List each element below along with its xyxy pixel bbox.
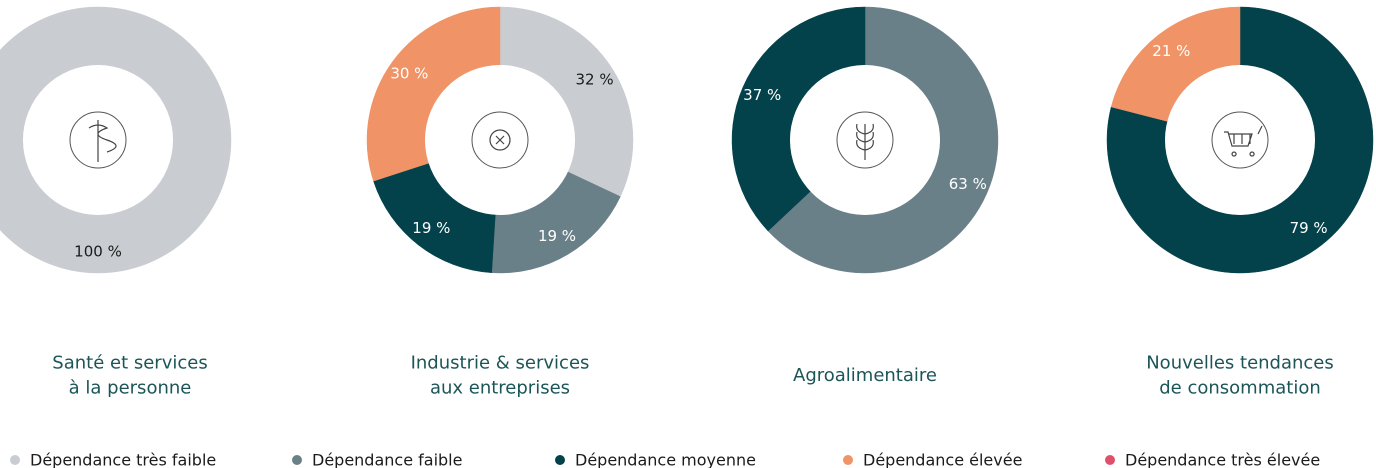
icon (1224, 125, 1263, 157)
data-label: 37 % (743, 86, 781, 104)
data-label: 79 % (1290, 219, 1328, 237)
center-disc (1165, 65, 1315, 215)
legend-swatch (10, 455, 20, 465)
data-label: 32 % (576, 70, 614, 88)
data-label: 100 % (74, 243, 122, 261)
legend-label: Dépendance moyenne (575, 451, 756, 468)
legend-swatch (1105, 455, 1115, 465)
chart-title: de consommation (1159, 378, 1321, 399)
data-label: 21 % (1152, 42, 1190, 60)
icon-ring (1211, 111, 1269, 169)
icon (489, 129, 511, 151)
chart-title: Santé et services (52, 353, 207, 374)
data-label: 19 % (538, 227, 576, 245)
legend-label: Dépendance très faible (30, 451, 216, 468)
icon (88, 120, 117, 162)
icon (856, 123, 874, 160)
legend-label: Dépendance élevée (863, 451, 1022, 468)
icon-ring (471, 111, 529, 169)
chart-title: Nouvelles tendances (1146, 353, 1334, 374)
chart-title: aux entreprises (430, 378, 570, 399)
data-label: 30 % (390, 65, 428, 83)
chart-title: Industrie & services (411, 353, 590, 374)
legend-label: Dépendance très élevée (1125, 451, 1320, 468)
legend-swatch (292, 455, 302, 465)
legend-label: Dépendance faible (312, 451, 462, 468)
legend-swatch (843, 455, 853, 465)
chart-title: à la personne (69, 378, 192, 399)
icon-ring (836, 111, 894, 169)
legend-swatch (555, 455, 565, 465)
data-label: 19 % (412, 219, 450, 237)
icon-ring (69, 111, 127, 169)
chart-title: Agroalimentaire (793, 365, 937, 386)
data-label: 63 % (949, 175, 987, 193)
